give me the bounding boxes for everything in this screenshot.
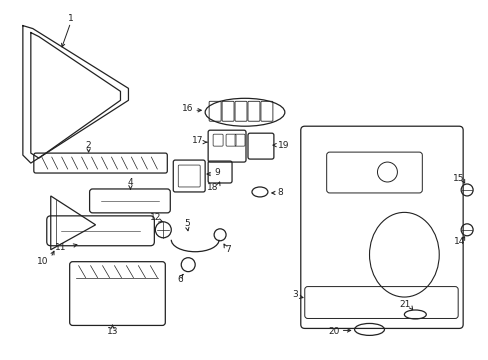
- Text: 2: 2: [85, 141, 91, 150]
- Text: 7: 7: [225, 245, 230, 254]
- Text: 4: 4: [127, 179, 133, 188]
- Text: 19: 19: [277, 141, 289, 150]
- Text: 16: 16: [182, 104, 193, 113]
- Text: 17: 17: [191, 136, 203, 145]
- Text: 12: 12: [149, 213, 161, 222]
- Text: 13: 13: [106, 327, 118, 336]
- Text: 5: 5: [184, 219, 190, 228]
- Text: 1: 1: [68, 14, 73, 23]
- Text: 21: 21: [399, 300, 410, 309]
- Text: 8: 8: [277, 188, 283, 197]
- Text: 3: 3: [291, 290, 297, 299]
- Text: 10: 10: [37, 257, 48, 266]
- Text: 6: 6: [177, 275, 183, 284]
- Text: 14: 14: [452, 237, 464, 246]
- Text: 20: 20: [327, 327, 339, 336]
- Text: 15: 15: [452, 174, 464, 183]
- Text: 9: 9: [214, 167, 220, 176]
- Text: 11: 11: [55, 243, 66, 252]
- Text: 18: 18: [207, 184, 219, 193]
